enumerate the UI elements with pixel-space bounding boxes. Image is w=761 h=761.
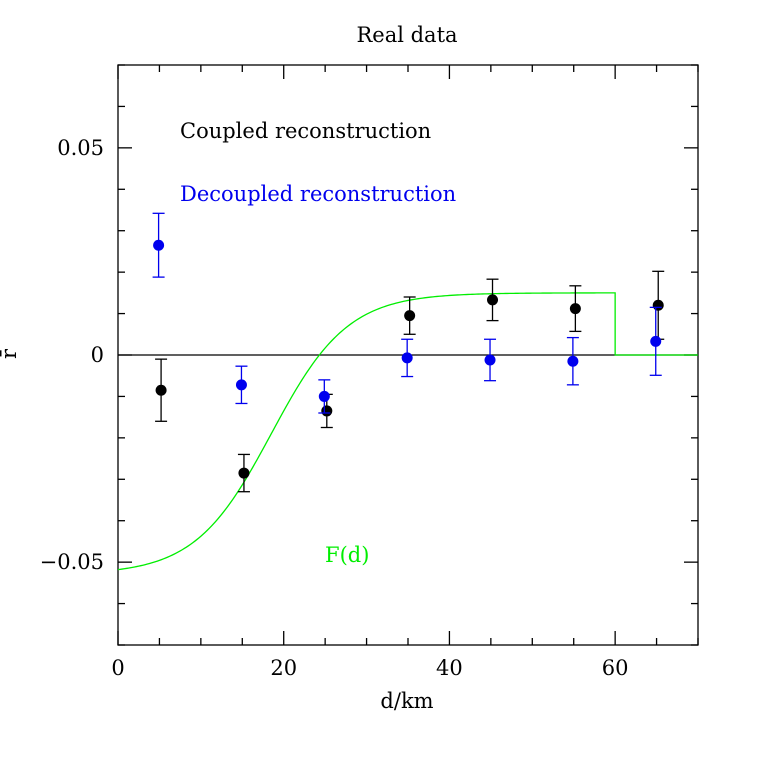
data-point: [650, 335, 662, 347]
legend-coupled: Coupled reconstruction: [180, 119, 431, 143]
y-axis-label: r̄: [0, 348, 21, 359]
data-markers: [152, 212, 665, 493]
series-decoupled-reconstruction: [152, 212, 662, 414]
data-point: [235, 379, 247, 391]
series-coupled-reconstruction: [155, 270, 665, 493]
data-point: [321, 405, 333, 417]
y-tick-label: 0.05: [57, 136, 104, 160]
y-tick-label: −0.05: [40, 550, 104, 574]
data-point: [484, 354, 496, 366]
data-point: [238, 467, 250, 479]
data-point: [404, 310, 416, 322]
x-tick-label: 60: [602, 656, 629, 680]
data-point: [401, 352, 413, 364]
axis-tick-labels: 0 20 40 60 −0.05 0 0.05: [40, 136, 629, 680]
data-point: [155, 384, 167, 396]
data-point: [569, 303, 581, 315]
x-axis-label: d/km: [380, 689, 433, 713]
x-tick-label: 40: [436, 656, 463, 680]
x-tick-label: 0: [111, 656, 124, 680]
f-of-d-curve: [117, 292, 698, 571]
y-tick-label: 0: [91, 343, 104, 367]
chart-title: Real data: [356, 23, 457, 47]
data-point: [318, 390, 330, 402]
x-tick-label: 20: [270, 656, 297, 680]
curve-label: F(d): [325, 543, 369, 567]
data-point: [487, 294, 499, 306]
legend-decoupled: Decoupled reconstruction: [180, 182, 456, 206]
data-point: [652, 299, 664, 311]
data-point: [153, 239, 165, 251]
data-point: [567, 355, 579, 367]
